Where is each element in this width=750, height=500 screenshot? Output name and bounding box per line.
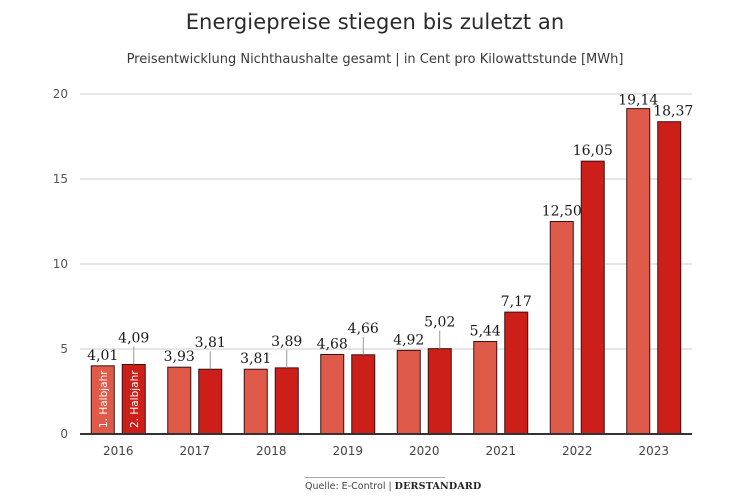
value-label: 3,81	[195, 335, 226, 351]
x-tick-label: 2021	[485, 444, 516, 458]
x-tick-label: 2022	[562, 444, 593, 458]
x-tick-label: 2017	[179, 444, 210, 458]
x-axis-ticks: 2016 2017 2018 2019 2020 2021 2022 2023	[103, 444, 669, 458]
value-label: 3,93	[164, 349, 195, 365]
value-label: 19,14	[618, 93, 658, 109]
bar-first-half	[243, 368, 268, 435]
chart-title: Energiepreise stiegen bis zuletzt an	[185, 10, 565, 34]
bar-second-half	[657, 121, 682, 435]
bars	[90, 108, 682, 435]
bar-second-half	[504, 311, 529, 435]
y-tick-label: 0	[60, 427, 68, 441]
x-tick-label: 2023	[638, 444, 669, 458]
value-label: 7,17	[501, 294, 532, 310]
value-label: 4,66	[348, 321, 379, 337]
y-tick-label: 10	[53, 257, 68, 271]
bar-second-half	[198, 368, 223, 435]
value-label: 12,50	[542, 204, 582, 220]
bar-second-half	[351, 354, 376, 435]
bar-first-half	[473, 341, 498, 435]
value-label: 18,37	[653, 104, 693, 120]
legend-label-first-half: 1. Halbjahr	[98, 370, 110, 428]
source-text: Quelle: E-Control	[305, 481, 386, 492]
value-label: 5,44	[470, 324, 501, 340]
x-tick-label: 2018	[256, 444, 287, 458]
value-label: 5,02	[424, 315, 455, 331]
value-label: 4,92	[393, 332, 424, 348]
y-tick-label: 20	[53, 87, 68, 101]
brand-logo: DERSTANDARD	[394, 481, 482, 492]
y-tick-label: 15	[53, 172, 68, 186]
value-label: 4,01	[87, 348, 118, 364]
source-separator: |	[388, 481, 392, 492]
x-tick-label: 2019	[332, 444, 363, 458]
value-label: 4,68	[317, 336, 348, 352]
source-line: Quelle: E-Control | DERSTANDARD	[305, 481, 481, 492]
bar-first-half	[320, 353, 345, 435]
value-label: 16,05	[573, 143, 613, 159]
x-tick-label: 2020	[409, 444, 440, 458]
bar-first-half	[549, 221, 574, 435]
y-tick-label: 5	[60, 342, 68, 356]
bar-first-half	[626, 108, 651, 435]
value-label: 3,81	[240, 351, 271, 367]
bar-second-half	[274, 367, 299, 435]
bar-first-half	[167, 366, 192, 435]
chart-subtitle: Preisentwicklung Nichthaushalte gesamt |…	[126, 52, 624, 67]
bar-first-half	[396, 349, 421, 435]
source-divider	[305, 477, 445, 478]
y-axis-ticks: 0 5 10 15 20	[53, 87, 68, 441]
value-label: 3,89	[271, 334, 302, 350]
legend-label-second-half: 2. Halbjahr	[129, 370, 141, 428]
value-label: 4,09	[118, 330, 149, 346]
bar-second-half	[580, 160, 605, 435]
bar-chart: 0 5 10 15 20 4,01 1. Halbjahr 4,09 2. Halbjahr 3…	[53, 87, 694, 458]
x-tick-label: 2016	[103, 444, 134, 458]
bar-second-half	[427, 348, 452, 435]
